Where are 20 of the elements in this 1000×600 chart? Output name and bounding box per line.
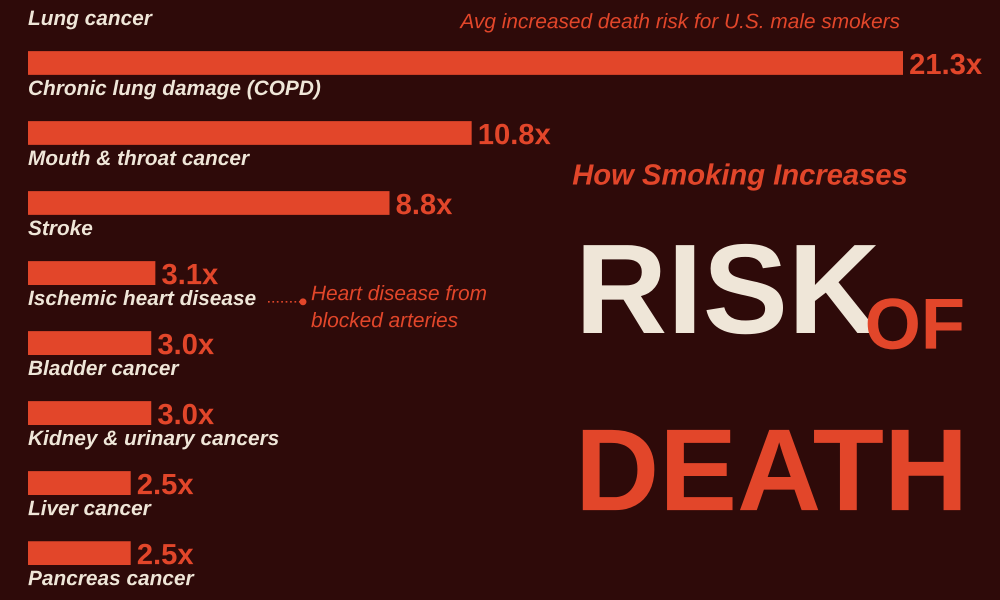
- data-label: 2.5x: [138, 544, 194, 564]
- y-tick-label: Stroke: [28, 220, 92, 236]
- y-tick-label: Bladder cancer: [28, 360, 180, 376]
- annotation: Avg increased death risk for U.S. male smokers: [459, 13, 900, 33]
- data-label: 2.5x: [138, 474, 194, 494]
- y-tick-label: Liver cancer: [28, 500, 152, 516]
- data-label: 21.3x: [910, 54, 982, 74]
- data-label: 3.1x: [162, 264, 218, 284]
- annotation: Heart disease from blocked arteries: [311, 285, 486, 328]
- data-label: 8.8x: [396, 194, 452, 214]
- data-label: 3.0x: [158, 404, 214, 424]
- y-tick-label: Chronic lung damage (COPD): [29, 80, 320, 100]
- data-label: 3.0x: [158, 334, 214, 354]
- text: How Smoking Increases: [572, 163, 907, 191]
- y-tick-label: Pancreas cancer: [28, 570, 195, 586]
- y-tick-label: Lung cancer: [28, 10, 153, 30]
- y-tick-label: Mouth & throat cancer: [28, 150, 250, 166]
- y-tick-label: Kidney & urinary cancers: [28, 430, 279, 450]
- y-tick-label: Ischemic heart disease: [28, 290, 256, 306]
- data-label: 10.8x: [480, 124, 551, 144]
